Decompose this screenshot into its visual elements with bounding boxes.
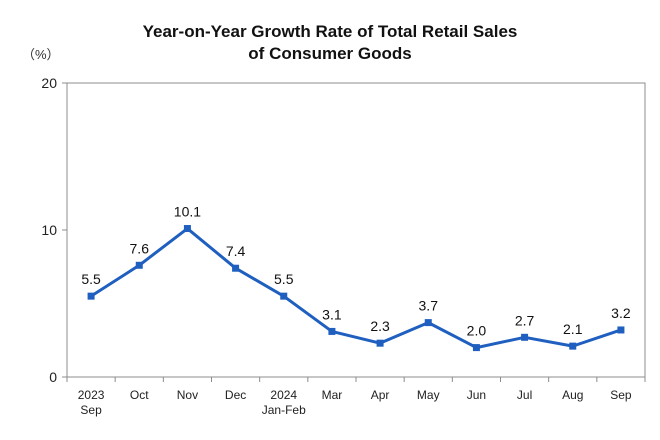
x-tick-label: Apr (371, 388, 390, 402)
data-point-marker (617, 326, 625, 334)
x-tick-label-period: Jan-Feb (262, 403, 306, 417)
y-tick-label: 10 (41, 222, 57, 238)
x-tick-label-year: 2024 (270, 388, 297, 402)
data-label: 2.3 (370, 318, 390, 334)
y-tick-label: 20 (41, 75, 57, 91)
data-label: 3.1 (322, 306, 342, 322)
data-point-marker (183, 225, 191, 233)
x-tick-label: Mar (322, 388, 343, 402)
data-label: 3.2 (611, 305, 631, 321)
data-label: 7.6 (130, 240, 150, 256)
x-tick-label: Oct (130, 388, 149, 402)
data-point-marker (232, 264, 240, 272)
data-label: 2.0 (467, 323, 487, 339)
chart-title-line-1: Year-on-Year Growth Rate of Total Retail… (142, 22, 518, 41)
data-point-marker (328, 327, 336, 335)
x-tick-label: Aug (562, 388, 583, 402)
x-tick-label: Jun (467, 388, 486, 402)
data-label: 10.1 (174, 204, 201, 220)
data-point-marker (569, 342, 577, 350)
data-label: 5.5 (274, 271, 294, 287)
plot-area-frame (66, 82, 646, 378)
data-point-marker (424, 319, 432, 327)
x-tick-label-year: 2023 (78, 388, 105, 402)
x-tick-label: May (417, 388, 440, 402)
y-tick-label: 0 (49, 369, 57, 385)
x-tick-label: Sep (610, 388, 632, 402)
data-label: 3.7 (419, 298, 439, 314)
data-label: 5.5 (81, 271, 101, 287)
data-label: 2.7 (515, 312, 535, 328)
x-tick-label: Nov (177, 388, 198, 402)
series-line (90, 227, 622, 350)
data-label: 2.1 (563, 321, 583, 337)
data-label: 7.4 (226, 243, 246, 259)
y-axis-unit-label: （%） (22, 47, 60, 62)
data-point-marker (87, 292, 95, 300)
data-point-marker (472, 344, 480, 352)
chart-title-line-2: of Consumer Goods (248, 44, 412, 63)
data-point-marker (521, 333, 529, 341)
x-tick-label: Jul (517, 388, 532, 402)
x-tick-label-period: Sep (80, 403, 102, 417)
data-point-marker (135, 261, 143, 269)
x-tick-label: Dec (225, 388, 246, 402)
data-point-marker (376, 339, 384, 347)
data-point-marker (280, 292, 288, 300)
